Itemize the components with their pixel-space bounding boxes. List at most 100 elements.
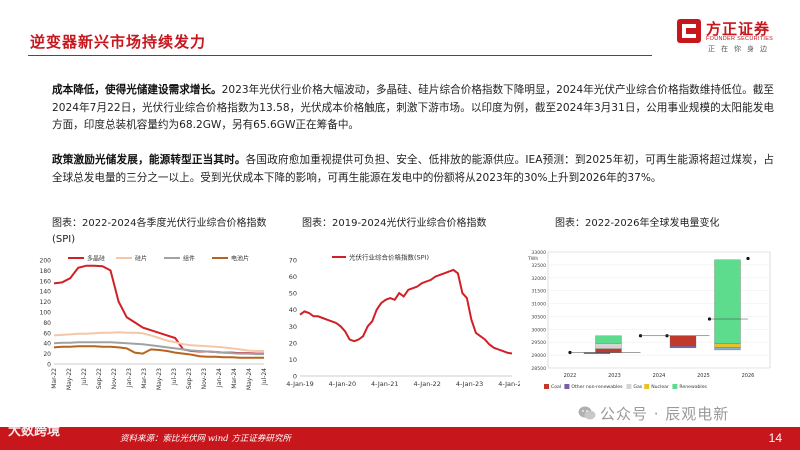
source-note: 资料来源：索比光伏网 wind 方正证券研究所 [120, 434, 291, 444]
total-point [746, 256, 750, 261]
paragraph-policy: 政策激励光储发展，能源转型正当其时。各国政府愈加重视提供可负担、安全、低排放的能… [52, 152, 774, 187]
waterfall-bar [595, 348, 622, 353]
series-line-1 [53, 331, 264, 352]
y-tick-label: 80 [43, 320, 51, 327]
y-tick-label: 160 [40, 278, 52, 285]
x-tick-label: Sep-23 [186, 368, 193, 389]
y-tick-label: 10 [289, 356, 297, 364]
legend-label: Coal [551, 384, 561, 390]
x-tick-label: May-24 [246, 368, 253, 390]
logo-text-cn: 方正证券 [706, 20, 771, 38]
y-tick-label: 32500 [531, 263, 546, 269]
page-number: 14 [768, 431, 782, 445]
legend-swatch [544, 384, 549, 389]
chart3-caption: 图表：2022-2026年全球发电量变化 [555, 218, 720, 229]
y-tick-label: 20 [43, 351, 51, 358]
y-tick-label: 200 [40, 258, 52, 265]
logo-text-en: FOUNDER SECURITIES [706, 36, 774, 42]
waterfall-bar [714, 347, 741, 351]
series-line-2 [53, 341, 264, 356]
y-tick-label: 0 [47, 362, 51, 369]
waterfall-bar [714, 259, 741, 344]
y-axis-label: TWh [527, 256, 538, 262]
x-tick-label: May-22 [66, 368, 73, 390]
x-tick-label: 2024 [653, 373, 666, 379]
y-tick-label: 60 [289, 273, 297, 281]
legend-label: Gas [633, 384, 642, 390]
waterfall-bar [669, 345, 697, 349]
chart-spi-2019-2024: 0 10 20 30 40 50 60 70 4-Jan-19 4-Jan-20 4-Jan-21 4… [286, 253, 520, 389]
y-tick-label: 30500 [531, 314, 546, 320]
y-tick-label: 70 [289, 257, 297, 265]
y-tick-label: 100 [40, 310, 52, 317]
x-tick-label: 4-Jan-23 [456, 380, 483, 388]
wechat-icon [578, 406, 596, 420]
y-tick-label: 28500 [531, 366, 546, 372]
y-tick-label: 60 [43, 330, 51, 337]
paragraph-body: 各国政府愈加重视提供可负担、安全、低排放的能源供应。IEA预测：到2025年初，… [52, 154, 775, 184]
x-tick-label: 4-Jan-24 [498, 380, 520, 388]
header-divider [28, 55, 652, 56]
chart2-caption: 图表：2019-2024光伏行业综合价格指数 [302, 218, 487, 229]
legend-label: Other non-renewables [571, 384, 623, 390]
y-tick-label: 30 [289, 323, 297, 331]
y-tick-label: 120 [40, 299, 52, 306]
legend-label: 电池片 [231, 255, 249, 263]
founder-logo-icon [677, 19, 701, 43]
y-tick-label: 140 [40, 289, 52, 296]
x-tick-label: 2023 [608, 373, 621, 379]
x-tick-label: Jul-22 [81, 368, 88, 386]
x-tick-label: 4-Jan-20 [329, 380, 356, 388]
y-tick-label: 0 [293, 373, 297, 381]
x-tick-label: 2026 [742, 373, 755, 379]
chart-spi-quarterly: 0 20 40 60 80 100 120 140 160 180 200 Mar-22 May-22 J… [40, 255, 268, 391]
y-tick-label: 29000 [531, 353, 546, 359]
x-tick-label: Mar-24 [231, 368, 238, 389]
legend-label: 组件 [183, 255, 195, 263]
y-tick-label: 31000 [531, 302, 546, 308]
x-tick-label: 2025 [697, 373, 710, 379]
y-tick-label: 20 [289, 339, 297, 347]
x-tick-label: Jul-23 [171, 368, 178, 386]
legend-label: 光伏行业综合价格指数(SPI) [349, 253, 429, 262]
legend-swatch [644, 384, 650, 389]
y-tick-label: 30000 [531, 327, 546, 333]
x-tick-label: 4-Jan-21 [371, 380, 398, 388]
founder-securities-logo: 方正证券 FOUNDER SECURITIES 正在你身边 [676, 14, 786, 56]
logo-slogan: 正在你身边 [708, 45, 773, 53]
paragraph-cost-reduction: 成本降低，使得光储建设需求增长。2023年光伏行业价格大幅波动，多晶硅、硅片综合… [52, 82, 774, 135]
x-tick-label: 2022 [564, 373, 577, 379]
x-tick-label: Nov-22 [111, 368, 118, 390]
waterfall-bar [714, 343, 741, 348]
x-tick-label: Jul-24 [261, 368, 268, 386]
waterfall-bar [595, 335, 622, 344]
page-header: 逆变器新兴市场持续发力 方正证券 FOUNDER SECURITIES 正在你身… [0, 0, 800, 62]
legend-swatch [626, 384, 632, 389]
y-tick-label: 31500 [531, 289, 546, 295]
wechat-watermark: 公众号 · 辰观电新 [578, 403, 729, 424]
page-title: 逆变器新兴市场持续发力 [30, 33, 207, 51]
footer-bar [0, 427, 800, 450]
series-line-0 [299, 268, 513, 355]
y-tick-label: 33000 [531, 250, 546, 256]
watermark-text: 公众号 · 辰观电新 [600, 405, 730, 423]
legend-swatch [564, 384, 570, 389]
y-tick-label: 29500 [531, 340, 546, 346]
legend-label: 硅片 [135, 255, 147, 263]
chart-global-generation: 28500 29000 29500 30000 30500 31000 31500 32000… [527, 250, 771, 390]
y-tick-label: 32000 [531, 276, 546, 282]
legend-label: Nuclear [651, 384, 669, 390]
x-tick-label: Mar-22 [51, 368, 58, 389]
x-tick-label: 4-Jan-19 [286, 380, 313, 388]
waterfall-bar [595, 343, 622, 349]
series-line-3 [53, 345, 264, 359]
x-tick-label: Mar-23 [141, 368, 148, 389]
paragraph-lead: 成本降低，使得光储建设需求增长。 [52, 84, 222, 96]
x-tick-label: Jan-24 [216, 368, 223, 388]
y-tick-label: 40 [43, 341, 51, 348]
y-tick-label: 180 [40, 268, 52, 275]
chart1-caption: 图表：2022-2024各季度光伏行业综合价格指数(SPI) [52, 218, 267, 245]
legend-label: Renewables [679, 384, 707, 390]
y-tick-label: 40 [289, 306, 297, 314]
y-tick-label: 50 [289, 290, 297, 298]
